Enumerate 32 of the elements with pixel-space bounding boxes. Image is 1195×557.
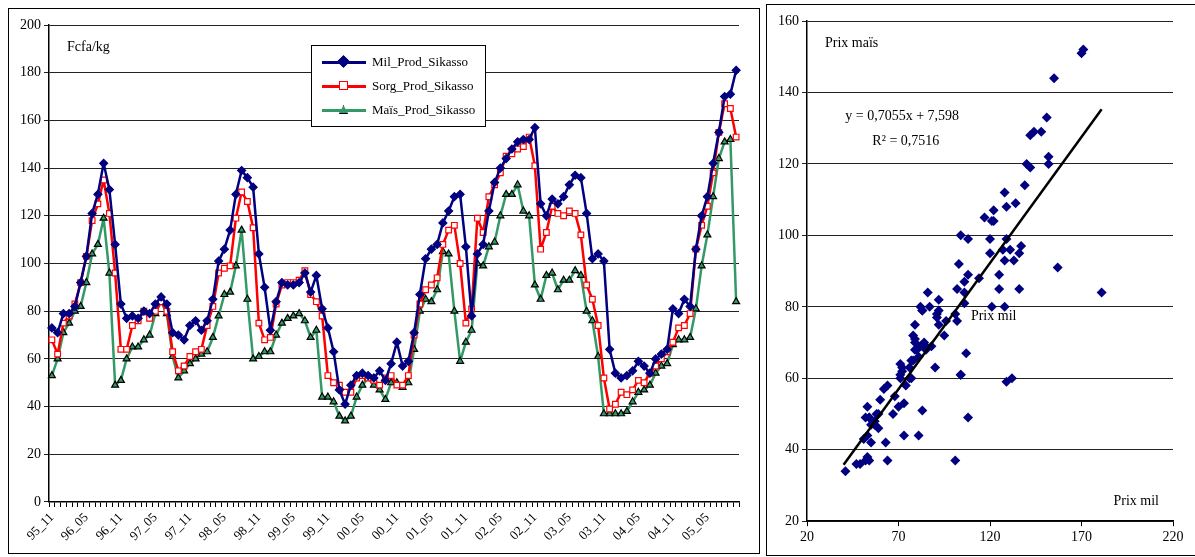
y-tick-label: 60: [27, 350, 41, 366]
annotation: Prix mil: [970, 307, 1017, 323]
y-tick-label: 60: [785, 369, 799, 385]
x-tick-label: 20: [800, 529, 814, 545]
x-tick-label: 120: [979, 529, 1001, 545]
y-tick-label: 40: [27, 398, 41, 414]
x-axis-title: Prix mil: [1113, 492, 1160, 508]
y-tick-label: 100: [20, 255, 41, 271]
legend-label: Maïs_Prod_Sikasso: [372, 102, 476, 118]
legend-label: Sorg_Prod_Sikasso: [372, 78, 474, 94]
annotation: R² = 0,7516: [872, 132, 940, 148]
y-axis-title: Fcfa/kg: [67, 38, 110, 54]
y-tick-label: 80: [27, 302, 41, 318]
y-tick-label: 200: [20, 16, 41, 32]
y-tick-label: 80: [785, 298, 799, 314]
x-tick-label: 170: [1071, 529, 1092, 545]
y-tick-label: 120: [778, 155, 799, 171]
y-tick-label: 100: [778, 227, 799, 243]
y-tick-label: 40: [785, 441, 799, 457]
y-tick-label: 140: [778, 84, 799, 100]
annotation: y = 0,7055x + 7,598: [845, 107, 960, 123]
y-tick-label: 160: [778, 12, 799, 28]
y-tick-label: 140: [20, 159, 41, 175]
y-tick-label: 20: [27, 445, 41, 461]
y-tick-label: 0: [34, 493, 41, 509]
y-tick-label: 120: [20, 207, 41, 223]
x-tick-label: 70: [891, 529, 906, 545]
legend-label: Mil_Prod_Sikasso: [372, 54, 469, 70]
y-tick-label: 180: [20, 64, 41, 80]
y-axis-title: Prix maïs: [825, 34, 879, 50]
x-tick-label: 220: [1162, 529, 1184, 545]
y-tick-label: 160: [20, 112, 41, 128]
